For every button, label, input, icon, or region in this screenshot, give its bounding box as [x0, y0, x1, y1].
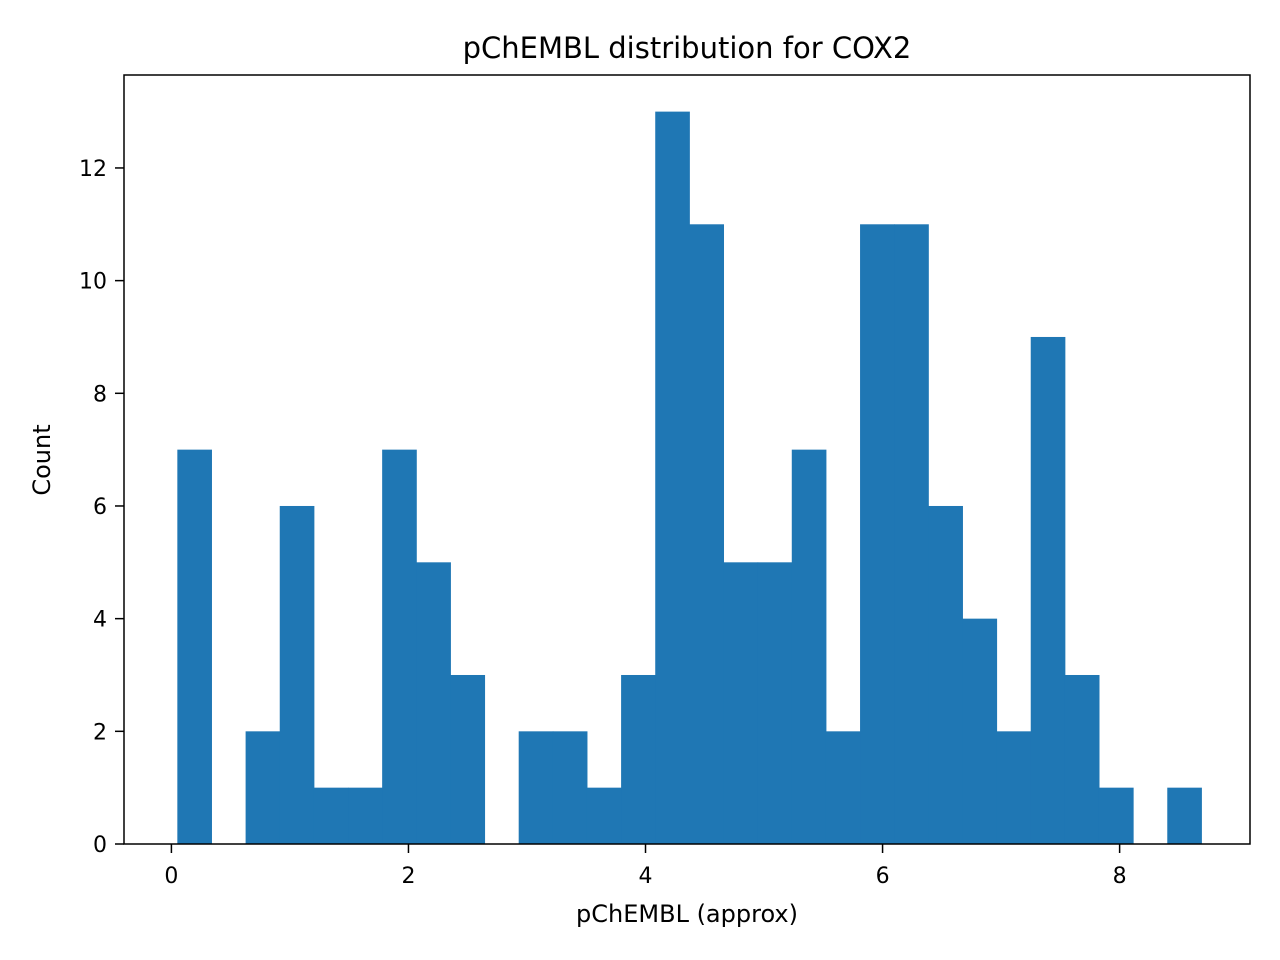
x-tick-label: 6 [876, 864, 890, 889]
histogram-bar-11 [552, 731, 588, 844]
histogram-bar-4 [313, 787, 349, 844]
histogram-bar-27 [1098, 787, 1134, 844]
chart-title: pChEMBL distribution for COX2 [463, 31, 912, 65]
histogram-bar-13 [621, 674, 656, 844]
y-tick-label: 2 [93, 720, 107, 745]
x-axis-ticks: 0 2 4 6 8 [164, 844, 1127, 889]
x-tick-label: 2 [401, 864, 415, 889]
x-tick-label: 4 [639, 864, 653, 889]
histogram-bar-7 [416, 562, 451, 844]
histogram-bar-16 [723, 562, 759, 844]
histogram-bar-23 [962, 618, 998, 844]
y-tick-label: 6 [93, 495, 107, 520]
histogram-bar-15 [689, 224, 725, 845]
histogram-bar-20 [860, 224, 895, 845]
y-axis-ticks: 0 2 4 6 8 10 12 [79, 157, 124, 858]
histogram-bar-29 [1167, 787, 1202, 844]
histogram-bar-0 [177, 449, 212, 844]
y-tick-label: 8 [93, 382, 107, 407]
histogram-bar-25 [1030, 336, 1066, 844]
histogram-bar-21 [894, 224, 929, 845]
histogram-bar-24 [996, 731, 1032, 844]
histogram-bar-5 [348, 787, 383, 844]
histogram-bar-19 [825, 731, 861, 844]
histogram-bar-17 [757, 562, 793, 844]
histogram-bar-14 [655, 111, 690, 845]
plot-frame [123, 74, 1251, 845]
histogram-bar-18 [791, 449, 827, 844]
histogram-bar-6 [382, 449, 417, 844]
histogram-bar-2 [245, 731, 281, 844]
y-tick-label: 0 [93, 833, 107, 858]
histogram-bar-10 [518, 731, 554, 844]
histogram-bar-3 [279, 505, 315, 844]
histogram-bar-26 [1064, 674, 1100, 844]
x-tick-label: 8 [1113, 864, 1127, 889]
x-axis-label: pChEMBL (approx) [576, 900, 798, 928]
y-axis-label: Count [28, 424, 56, 495]
y-tick-label: 10 [79, 270, 107, 295]
histogram-bars [177, 111, 1202, 845]
histogram-bar-8 [450, 674, 486, 844]
histogram-bar-22 [928, 505, 963, 844]
y-tick-label: 4 [93, 608, 107, 633]
histogram-bar-12 [586, 787, 622, 844]
x-tick-label: 0 [164, 864, 178, 889]
y-tick-label: 12 [79, 157, 107, 182]
